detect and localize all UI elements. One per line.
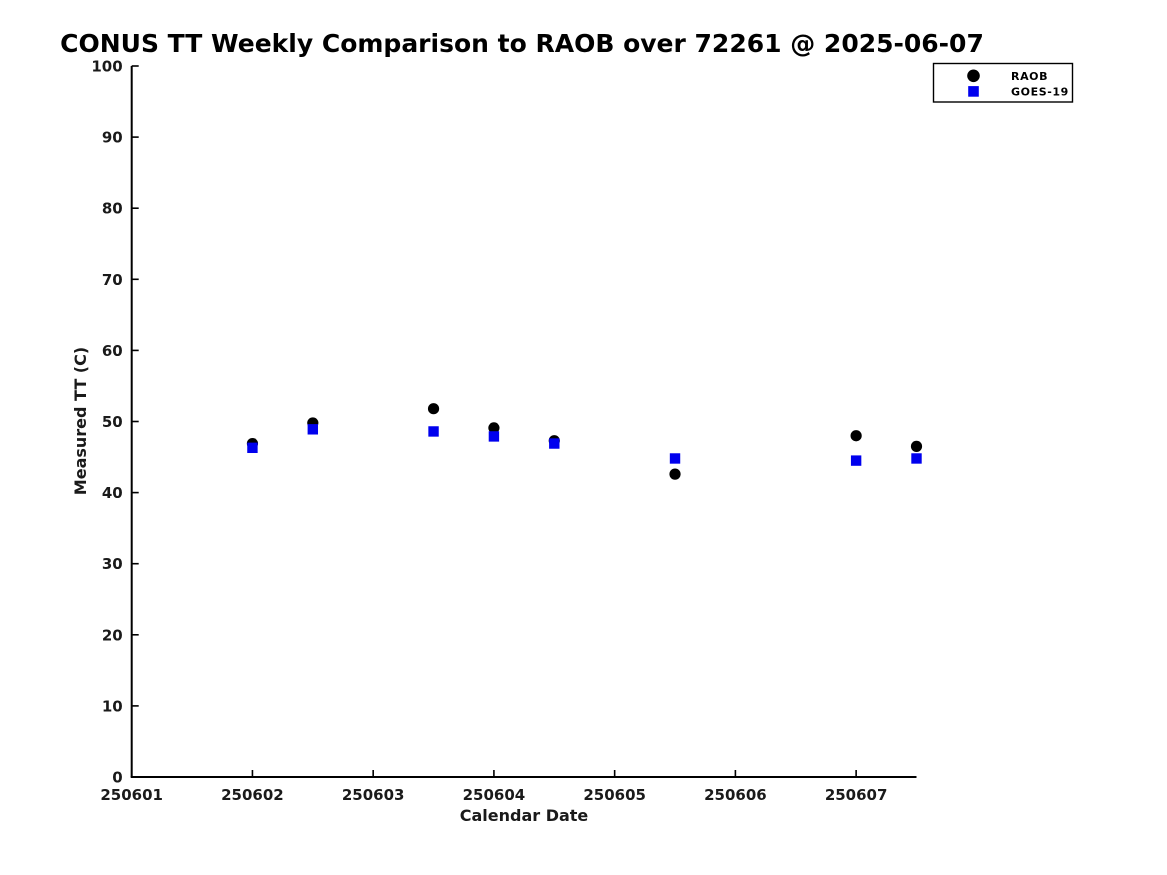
data-point-goes-19 [549,438,560,449]
x-tick-label: 250604 [463,786,526,804]
y-tick-label: 30 [102,555,123,573]
x-tick-label: 250605 [583,786,646,804]
data-point-raob [427,403,440,415]
legend-label-raob: RAOB [1011,70,1048,83]
x-tick-label: 250602 [221,786,284,804]
legend: RAOB GOES-19 [932,62,1074,103]
y-tick-label: 40 [102,484,123,502]
data-point-raob [488,422,500,434]
chart-title: CONUS TT Weekly Comparison to RAOB over … [60,29,984,58]
data-point-raob [850,430,862,442]
data-points [246,403,923,480]
y-axis-label: Measured TT (C) [71,347,90,495]
data-point-goes-19 [911,453,922,464]
data-point-raob [910,440,923,452]
y-tick-label: 90 [102,129,123,147]
legend-entries: RAOB GOES-19 [967,69,1069,99]
data-point-goes-19 [428,426,439,437]
data-point-raob [669,468,681,480]
data-point-goes-19 [488,431,500,442]
data-point-goes-19 [307,424,319,435]
y-tick-label: 100 [91,58,122,76]
data-point-goes-19 [669,453,681,464]
y-tick-label: 60 [102,342,123,360]
x-tick-label: 250601 [100,786,163,804]
legend-label-goes-19: GOES-19 [1011,86,1069,99]
y-tick-label: 80 [102,200,123,218]
legend-box [932,62,1074,103]
x-tick-label: 250606 [704,786,767,804]
legend-marker-goes-19-icon [968,86,979,97]
y-tick-label: 50 [102,413,123,431]
data-point-goes-19 [850,455,862,466]
y-tick-label: 20 [102,626,123,644]
x-tick-label: 250603 [342,786,405,804]
y-tick-label: 70 [102,271,123,289]
data-point-goes-19 [247,442,258,454]
y-tick-label: 10 [102,697,123,715]
y-tick-label: 0 [112,769,122,787]
y-axis-ticks: 0 10 20 30 40 50 60 70 80 90 100 [91,58,139,787]
x-axis-label: Calendar Date [460,806,589,825]
x-axis-ticks: 250601 250602 250603 250604 250605 250606 2506… [100,770,887,804]
x-tick-label: 250607 [825,786,888,804]
legend-marker-raob-icon [967,69,980,83]
